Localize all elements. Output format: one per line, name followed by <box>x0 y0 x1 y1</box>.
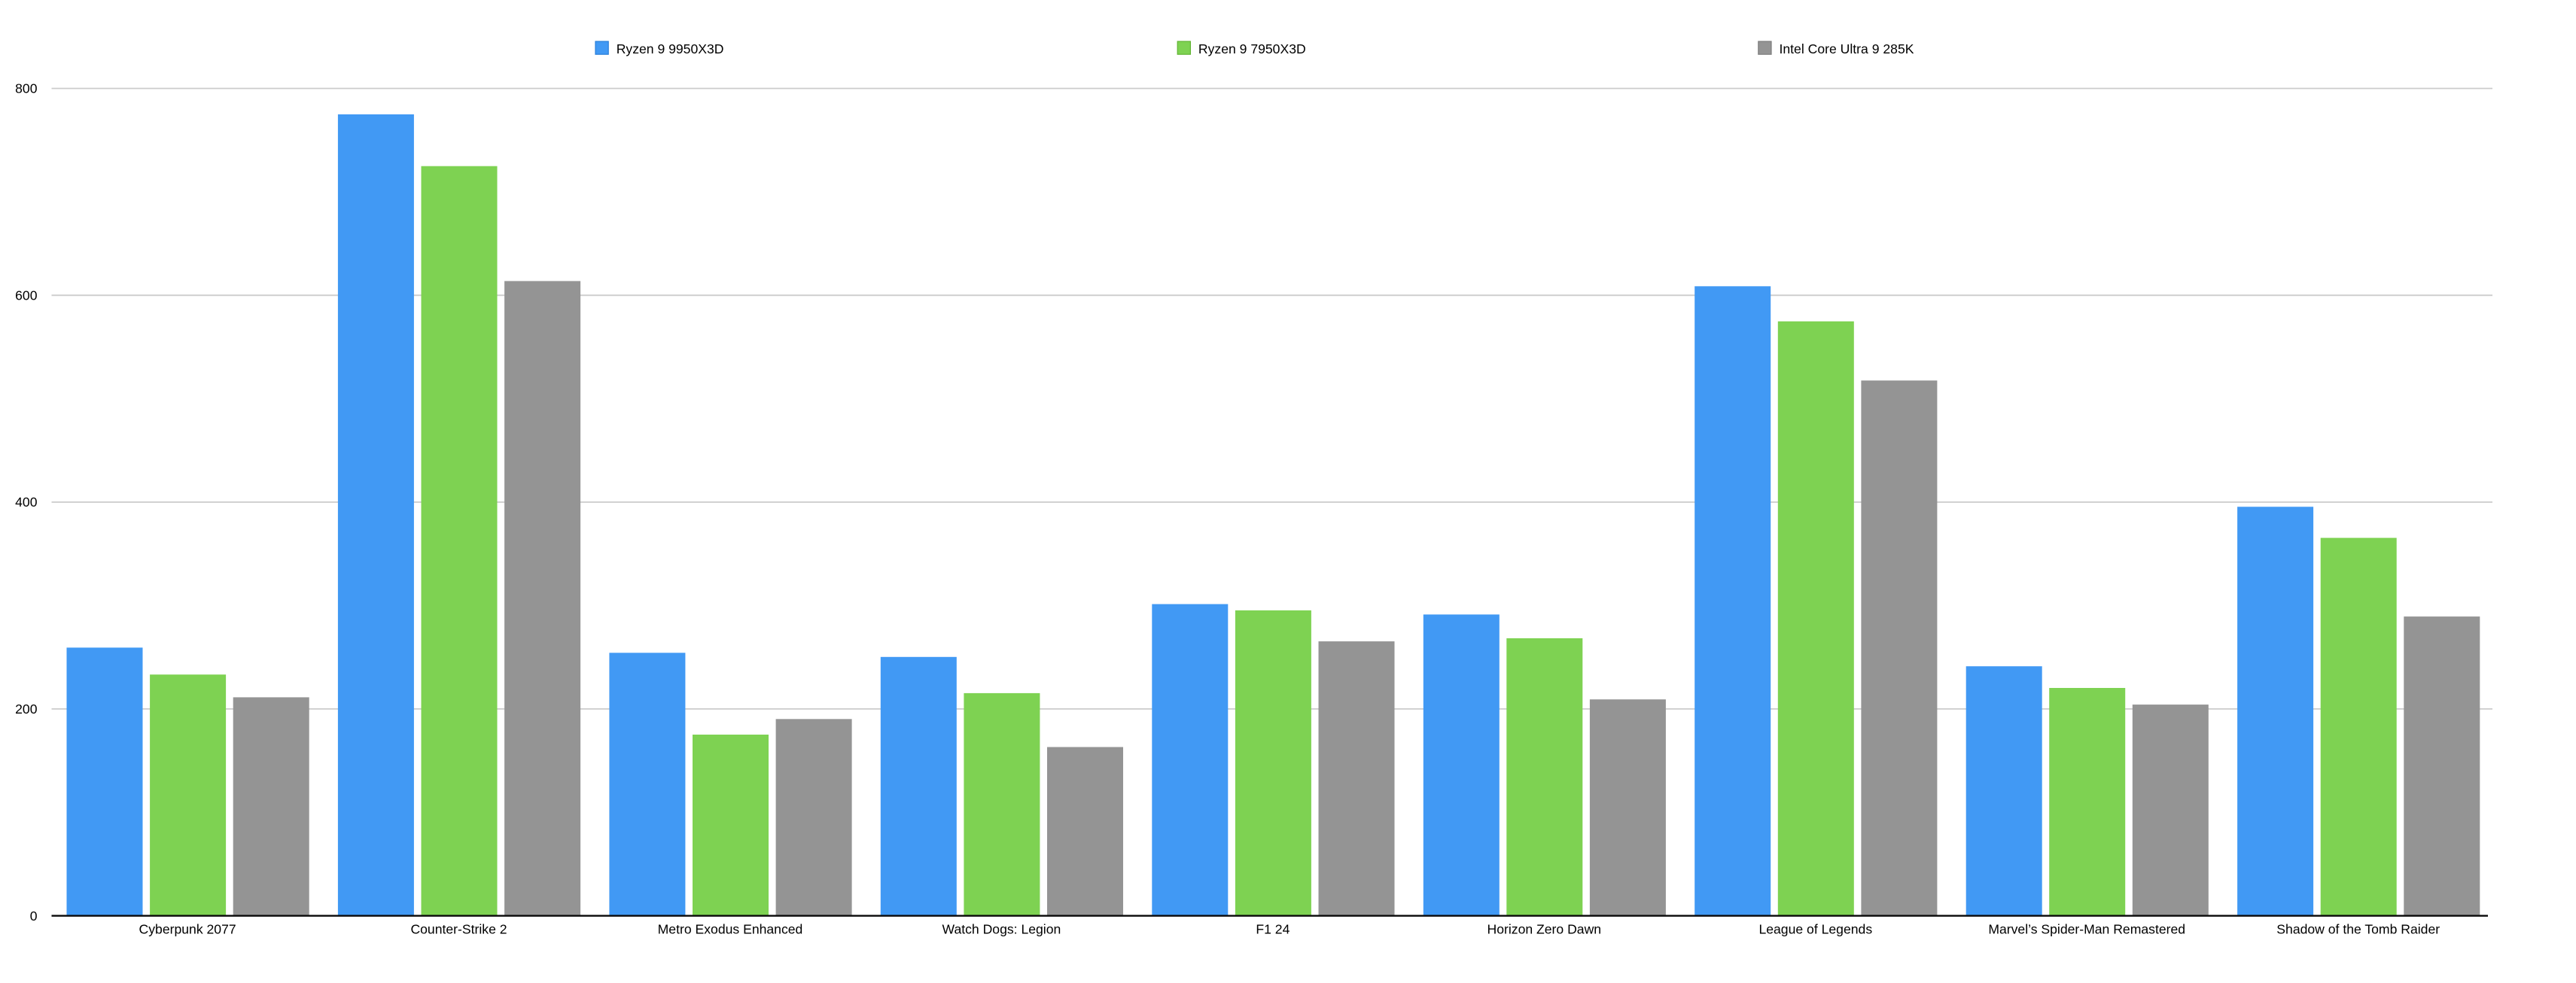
svg-text:0: 0 <box>30 908 38 924</box>
svg-text:League of Legends: League of Legends <box>1758 922 1872 937</box>
svg-text:800: 800 <box>15 81 38 96</box>
svg-text:Metro Exodus Enhanced: Metro Exodus Enhanced <box>658 922 803 937</box>
svg-text:400: 400 <box>15 495 38 510</box>
svg-text:Ryzen 9 7950X3D: Ryzen 9 7950X3D <box>1198 41 1306 56</box>
svg-text:200: 200 <box>15 701 38 717</box>
svg-text:Counter-Strike 2: Counter-Strike 2 <box>410 922 507 937</box>
svg-text:Shadow of the Tomb Raider: Shadow of the Tomb Raider <box>2276 922 2440 937</box>
svg-text:F1 24: F1 24 <box>1256 922 1290 937</box>
svg-text:Ryzen 9 9950X3D: Ryzen 9 9950X3D <box>617 41 724 56</box>
svg-text:Horizon Zero Dawn: Horizon Zero Dawn <box>1487 922 1602 937</box>
svg-text:600: 600 <box>15 288 38 303</box>
svg-text:Intel Core Ultra 9 285K: Intel Core Ultra 9 285K <box>1780 41 1914 56</box>
svg-text:Marvel’s Spider-Man Remastered: Marvel’s Spider-Man Remastered <box>1988 922 2185 937</box>
svg-text:Cyberpunk 2077: Cyberpunk 2077 <box>139 922 236 937</box>
svg-text:Watch Dogs: Legion: Watch Dogs: Legion <box>942 922 1061 937</box>
